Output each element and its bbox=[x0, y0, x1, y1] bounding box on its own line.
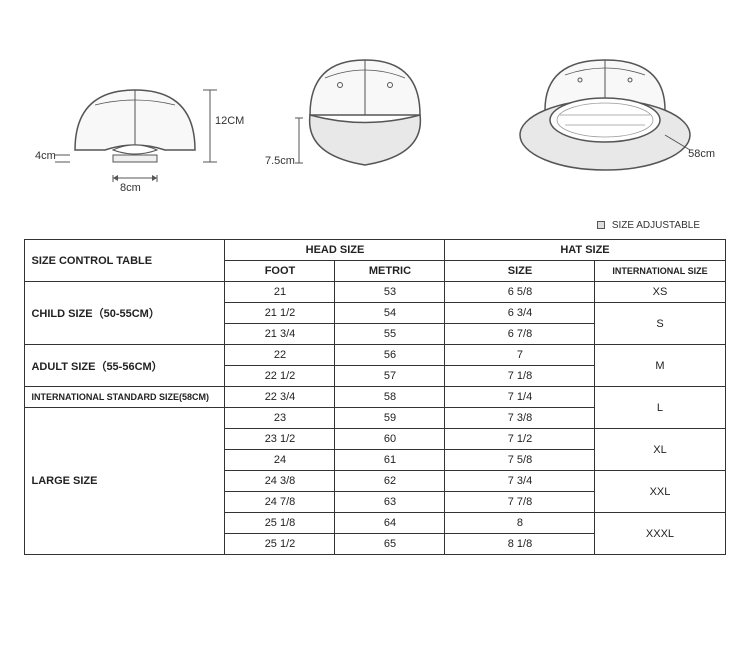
intl-cell: XXXL bbox=[595, 513, 725, 555]
metric-cell: 62 bbox=[335, 471, 445, 492]
foot-cell: 25 1/2 bbox=[225, 534, 335, 555]
size-cell: 6 3/4 bbox=[445, 303, 595, 324]
size-cell: 6 7/8 bbox=[445, 324, 595, 345]
metric-cell: 59 bbox=[335, 408, 445, 429]
foot-cell: 24 3/8 bbox=[225, 471, 335, 492]
foot-cell: 21 bbox=[225, 282, 335, 303]
metric-cell: 65 bbox=[335, 534, 445, 555]
metric-cell: 54 bbox=[335, 303, 445, 324]
label-opening: 8cm bbox=[120, 182, 141, 194]
foot-cell: 22 3/4 bbox=[225, 387, 335, 408]
metric-cell: 63 bbox=[335, 492, 445, 513]
size-cell: 6 5/8 bbox=[445, 282, 595, 303]
size-cell: 7 3/8 bbox=[445, 408, 595, 429]
size-cell: 7 3/4 bbox=[445, 471, 595, 492]
intl-cell: XS bbox=[595, 282, 725, 303]
hat-size-header: HAT SIZE bbox=[445, 240, 725, 261]
metric-cell: 53 bbox=[335, 282, 445, 303]
diagram-front: 7.5cm bbox=[265, 30, 465, 200]
intl-cell: L bbox=[595, 387, 725, 429]
group-label: LARGE SIZE bbox=[25, 408, 225, 555]
group-label: CHILD SIZE（50-55CM） bbox=[25, 282, 225, 345]
label-height: 12CM bbox=[215, 115, 244, 127]
metric-header: METRIC bbox=[335, 261, 445, 282]
diagram-row: 12CM 4cm 8cm 7.5cm bbox=[20, 20, 730, 200]
foot-cell: 25 1/8 bbox=[225, 513, 335, 534]
foot-cell: 21 1/2 bbox=[225, 303, 335, 324]
group-label: ADULT SIZE（55-56CM） bbox=[25, 345, 225, 387]
foot-cell: 24 bbox=[225, 450, 335, 471]
size-table: SIZE CONTROL TABLEHEAD SIZEHAT SIZEFOOTM… bbox=[24, 239, 725, 555]
foot-cell: 24 7/8 bbox=[225, 492, 335, 513]
label-strap: 4cm bbox=[35, 150, 56, 162]
intl-cell: S bbox=[595, 303, 725, 345]
checkbox-icon bbox=[597, 221, 605, 229]
diagram-back: 12CM 4cm 8cm bbox=[35, 50, 235, 200]
size-cell: 7 1/4 bbox=[445, 387, 595, 408]
metric-cell: 56 bbox=[335, 345, 445, 366]
group-label: INTERNATIONAL STANDARD SIZE(58CM) bbox=[25, 387, 225, 408]
metric-cell: 57 bbox=[335, 366, 445, 387]
size-cell: 8 bbox=[445, 513, 595, 534]
head-size-header: HEAD SIZE bbox=[225, 240, 445, 261]
foot-cell: 23 1/2 bbox=[225, 429, 335, 450]
intl-cell: XL bbox=[595, 429, 725, 471]
size-adjustable-note: SIZE ADJUSTABLE bbox=[20, 220, 730, 231]
metric-cell: 60 bbox=[335, 429, 445, 450]
label-brim: 7.5cm bbox=[265, 155, 295, 167]
foot-cell: 21 3/4 bbox=[225, 324, 335, 345]
label-circumference: 58cm bbox=[688, 148, 715, 160]
metric-cell: 58 bbox=[335, 387, 445, 408]
foot-cell: 22 bbox=[225, 345, 335, 366]
title-cell: SIZE CONTROL TABLE bbox=[25, 240, 225, 282]
foot-cell: 23 bbox=[225, 408, 335, 429]
metric-cell: 61 bbox=[335, 450, 445, 471]
foot-header: FOOT bbox=[225, 261, 335, 282]
size-cell: 7 5/8 bbox=[445, 450, 595, 471]
diagram-inside: 58cm bbox=[495, 40, 715, 200]
size-header: SIZE bbox=[445, 261, 595, 282]
size-cell: 7 7/8 bbox=[445, 492, 595, 513]
size-cell: 7 1/8 bbox=[445, 366, 595, 387]
size-cell: 8 1/8 bbox=[445, 534, 595, 555]
size-cell: 7 bbox=[445, 345, 595, 366]
intl-header: INTERNATIONAL SIZE bbox=[595, 261, 725, 282]
size-adjustable-label: SIZE ADJUSTABLE bbox=[612, 220, 700, 231]
foot-cell: 22 1/2 bbox=[225, 366, 335, 387]
size-cell: 7 1/2 bbox=[445, 429, 595, 450]
intl-cell: M bbox=[595, 345, 725, 387]
metric-cell: 64 bbox=[335, 513, 445, 534]
intl-cell: XXL bbox=[595, 471, 725, 513]
metric-cell: 55 bbox=[335, 324, 445, 345]
